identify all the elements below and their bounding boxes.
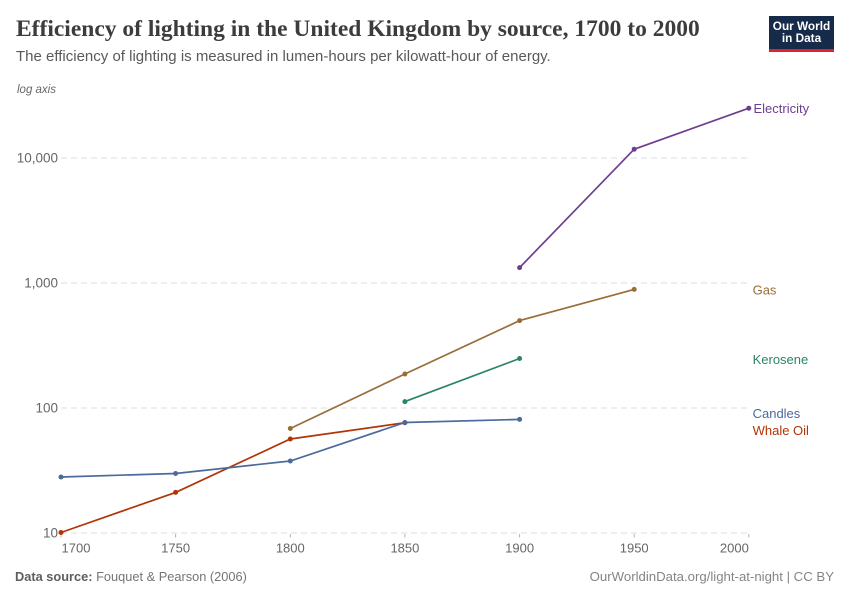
svg-text:1700: 1700 [62, 541, 91, 556]
svg-text:1800: 1800 [276, 541, 305, 556]
svg-text:Kerosene: Kerosene [753, 352, 809, 367]
svg-text:1750: 1750 [161, 541, 190, 556]
svg-text:Electricity: Electricity [754, 101, 810, 116]
svg-text:1850: 1850 [390, 541, 419, 556]
svg-text:Candles: Candles [753, 406, 801, 421]
svg-text:Whale Oil: Whale Oil [753, 423, 809, 438]
svg-text:1950: 1950 [620, 541, 649, 556]
svg-text:2000: 2000 [720, 541, 749, 556]
svg-text:1900: 1900 [505, 541, 534, 556]
svg-text:10: 10 [43, 526, 58, 541]
svg-text:100: 100 [35, 401, 58, 416]
svg-text:1,000: 1,000 [24, 276, 58, 291]
svg-text:Gas: Gas [753, 283, 777, 298]
svg-text:10,000: 10,000 [17, 151, 58, 166]
svg-text:log axis: log axis [17, 84, 56, 96]
